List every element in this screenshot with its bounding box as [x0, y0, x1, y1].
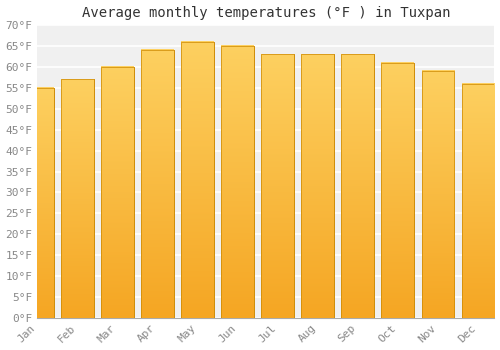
Bar [302, 54, 334, 318]
Bar [21, 88, 54, 318]
Bar [462, 84, 494, 318]
Bar [141, 50, 174, 318]
Bar [382, 63, 414, 318]
Bar [101, 67, 134, 318]
Bar [342, 54, 374, 318]
Bar [222, 46, 254, 318]
Bar [61, 79, 94, 318]
Bar [141, 50, 174, 318]
Bar [422, 71, 454, 318]
Bar [181, 42, 214, 318]
Bar [382, 63, 414, 318]
Bar [302, 54, 334, 318]
Bar [262, 54, 294, 318]
Bar [262, 54, 294, 318]
Title: Average monthly temperatures (°F ) in Tuxpan: Average monthly temperatures (°F ) in Tu… [82, 6, 450, 20]
Bar [342, 54, 374, 318]
Bar [101, 67, 134, 318]
Bar [21, 88, 54, 318]
Bar [61, 79, 94, 318]
Bar [181, 42, 214, 318]
Bar [422, 71, 454, 318]
Bar [222, 46, 254, 318]
Bar [462, 84, 494, 318]
